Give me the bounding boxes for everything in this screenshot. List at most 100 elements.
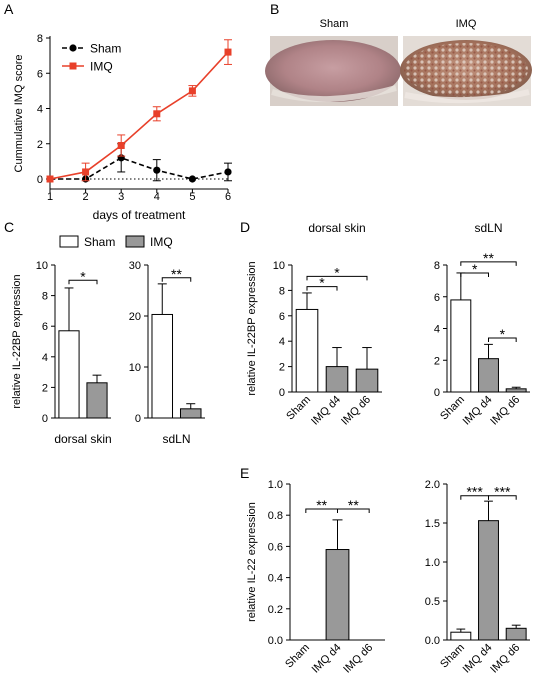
y-tick-label: 8 (42, 291, 48, 303)
y-tick-label: 0 (37, 174, 43, 186)
bar-imq-d4 (325, 366, 349, 393)
bar-sham (450, 299, 472, 393)
data-point-imq (153, 110, 161, 118)
bar-imq-d6 (505, 627, 527, 641)
legend-swatch-sham (59, 235, 79, 248)
y-axis-label: relative IL-22BP expression (11, 274, 23, 408)
x-axis-label: sdLN (162, 432, 190, 446)
y-tick-label: 2 (434, 355, 440, 367)
y-tick-label: 1.0 (268, 479, 283, 491)
y-tick-label: 4 (279, 336, 285, 348)
legend-label-sham: Sham (84, 235, 115, 249)
y-tick-label: 0.8 (268, 510, 283, 522)
significance-label: *** (494, 484, 511, 500)
y-tick-label: 0 (42, 413, 48, 425)
y-tick-label: 1.0 (425, 557, 440, 569)
y-tick-label: 0.0 (425, 635, 440, 647)
x-category-label: IMQ d6 (341, 642, 375, 676)
x-axis-label: dorsal skin (54, 432, 111, 446)
significance-label: ** (483, 250, 494, 266)
bar-imq (179, 408, 202, 419)
bar-imq (86, 382, 108, 419)
legend-panel-c: Sham IMQ (59, 235, 173, 249)
significance-bracket (460, 272, 489, 277)
bar-imq-d4 (325, 549, 350, 641)
significance-label: ** (348, 497, 359, 513)
y-tick-label: 0.0 (268, 635, 283, 647)
imq-skin-photo (400, 36, 532, 106)
legend-label-imq: IMQ (90, 60, 113, 74)
bar-sham (295, 308, 319, 393)
significance-label: * (319, 275, 325, 291)
y-tick-label: 6 (37, 68, 43, 80)
y-tick-label: 6 (434, 292, 440, 304)
significance-label: * (80, 268, 86, 284)
significance-bracket (161, 277, 192, 282)
panel-label-b: B (270, 1, 279, 17)
y-tick-label: 8 (279, 285, 285, 297)
significance-label: * (500, 326, 506, 342)
chart-title: sdLN (474, 221, 502, 235)
data-point-sham (153, 166, 161, 174)
y-tick-label: 2 (37, 139, 43, 151)
y-axis-label: Cummulative IMQ score (13, 55, 25, 173)
photo-label-sham: Sham (320, 18, 349, 30)
legend-label-imq: IMQ (150, 235, 173, 249)
significance-bracket (306, 286, 338, 291)
x-tick-label: 6 (225, 191, 231, 203)
chart-panel-c-dorsal-skin: 0 2 4 6 8 10 * dorsal skin relative IL-22BP expr… (11, 260, 112, 446)
significance-bracket (488, 495, 517, 500)
x-category-label: IMQ d6 (488, 642, 522, 676)
panel-label-d: D (240, 219, 250, 235)
data-point-imq (188, 87, 196, 95)
y-tick-label: 0 (434, 387, 440, 399)
y-tick-label: 0.5 (425, 596, 440, 608)
significance-bracket (337, 508, 370, 513)
significance-label: *** (466, 484, 483, 500)
panel-label-c: C (4, 219, 14, 235)
y-axis-label: relative IL-22BP expression (246, 261, 258, 395)
y-tick-label: 10 (129, 362, 141, 374)
x-tick-label: 1 (47, 191, 53, 203)
x-category-label: IMQ d4 (461, 394, 495, 428)
significance-bracket (488, 337, 517, 343)
chart-title: dorsal skin (308, 221, 365, 235)
data-point-imq (46, 175, 54, 183)
y-tick-label: 4 (37, 104, 43, 116)
y-tick-label: 10 (273, 260, 285, 272)
x-tick-label: 5 (189, 191, 195, 203)
y-tick-label: 1.5 (425, 518, 440, 530)
y-tick-label: 30 (129, 260, 141, 272)
y-tick-label: 0 (279, 387, 285, 399)
y-tick-label: 4 (42, 352, 48, 364)
significance-label: ** (171, 266, 182, 282)
x-axis-label: days of treatment (93, 208, 186, 222)
x-tick-label: 4 (154, 191, 160, 203)
x-category-label: IMQ d6 (488, 394, 522, 428)
y-tick-label: 2.0 (425, 479, 440, 491)
y-tick-label: 4 (434, 324, 440, 336)
y-tick-label: 0.2 (268, 604, 283, 616)
chart-panel-c-sdln: 0 10 20 30 ** sdLN (129, 260, 205, 446)
y-tick-label: 6 (279, 311, 285, 323)
bar-imq-d4 (478, 358, 499, 393)
photo-panel-b: Sham IMQ (265, 18, 532, 106)
legend-swatch-imq (125, 235, 145, 248)
x-category-label: IMQ d4 (461, 642, 495, 676)
significance-bracket (306, 275, 368, 281)
y-tick-label: 2 (279, 362, 285, 374)
x-tick-label: 2 (83, 191, 89, 203)
significance-label: * (472, 261, 478, 277)
photo-label-imq: IMQ (456, 18, 477, 30)
data-point-imq (82, 168, 90, 176)
x-tick-label: 3 (118, 191, 124, 203)
y-tick-label: 8 (434, 260, 440, 272)
x-category-label: IMQ d4 (309, 394, 343, 428)
data-point-imq (224, 48, 232, 56)
y-tick-label: 2 (42, 382, 48, 394)
bar-imq-d6 (355, 368, 379, 393)
y-tick-label: 0 (135, 413, 141, 425)
